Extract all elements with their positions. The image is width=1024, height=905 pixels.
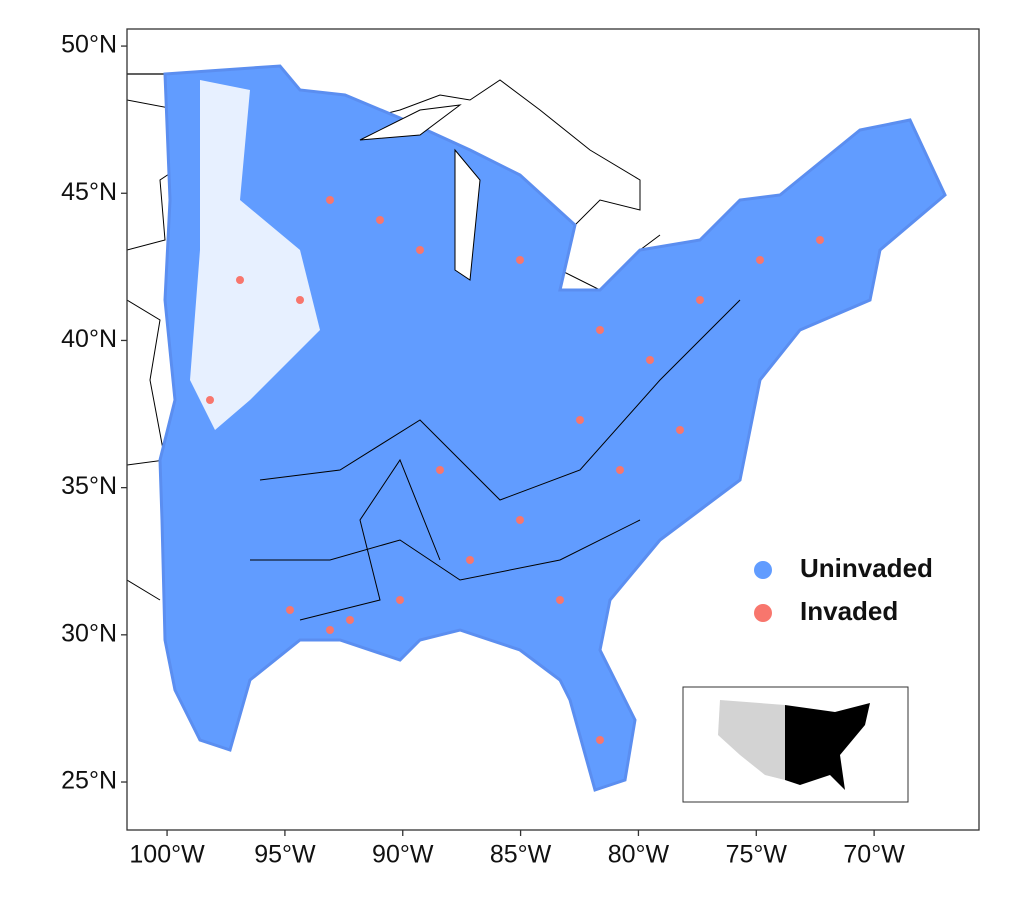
y-tick-label: 35°N bbox=[61, 472, 117, 500]
x-tick-label: 75°W bbox=[726, 841, 788, 869]
x-tick-label: 90°W bbox=[372, 841, 434, 869]
inset-west bbox=[718, 700, 785, 780]
y-tick-label: 25°N bbox=[61, 767, 117, 795]
y-tick-label: 30°N bbox=[61, 619, 117, 647]
map-area bbox=[126, 64, 947, 792]
inset bbox=[682, 686, 909, 803]
x-tick-label: 95°W bbox=[254, 841, 316, 869]
sparse-region bbox=[190, 80, 320, 430]
great-lakes-outline bbox=[359, 79, 661, 291]
y-tick-label: 50°N bbox=[61, 31, 117, 59]
legend-swatch bbox=[754, 561, 772, 579]
y-tick-label: 40°N bbox=[61, 325, 117, 353]
plot-frame bbox=[126, 28, 980, 831]
legend-swatch bbox=[754, 604, 772, 622]
x-tick-label: 80°W bbox=[608, 841, 670, 869]
legend-label: Invaded bbox=[800, 596, 898, 626]
axes: 100°W 95°W 90°W 85°W 80°W 75°W 70°W 25°N 30°N 35°… bbox=[61, 31, 905, 869]
legend: Uninvaded Invaded bbox=[754, 553, 933, 626]
x-tick-label: 70°W bbox=[843, 841, 905, 869]
lake-michigan bbox=[454, 148, 481, 281]
invaded-points bbox=[206, 196, 824, 744]
sampled-region bbox=[158, 64, 947, 792]
lake-superior bbox=[359, 104, 462, 141]
x-tick-label: 85°W bbox=[490, 841, 552, 869]
y-tick-label: 45°N bbox=[61, 178, 117, 206]
x-tick-label: 100°W bbox=[129, 841, 205, 869]
legend-label: Uninvaded bbox=[800, 553, 933, 583]
inset-east bbox=[785, 703, 870, 790]
ecoregion-lines bbox=[250, 299, 741, 621]
